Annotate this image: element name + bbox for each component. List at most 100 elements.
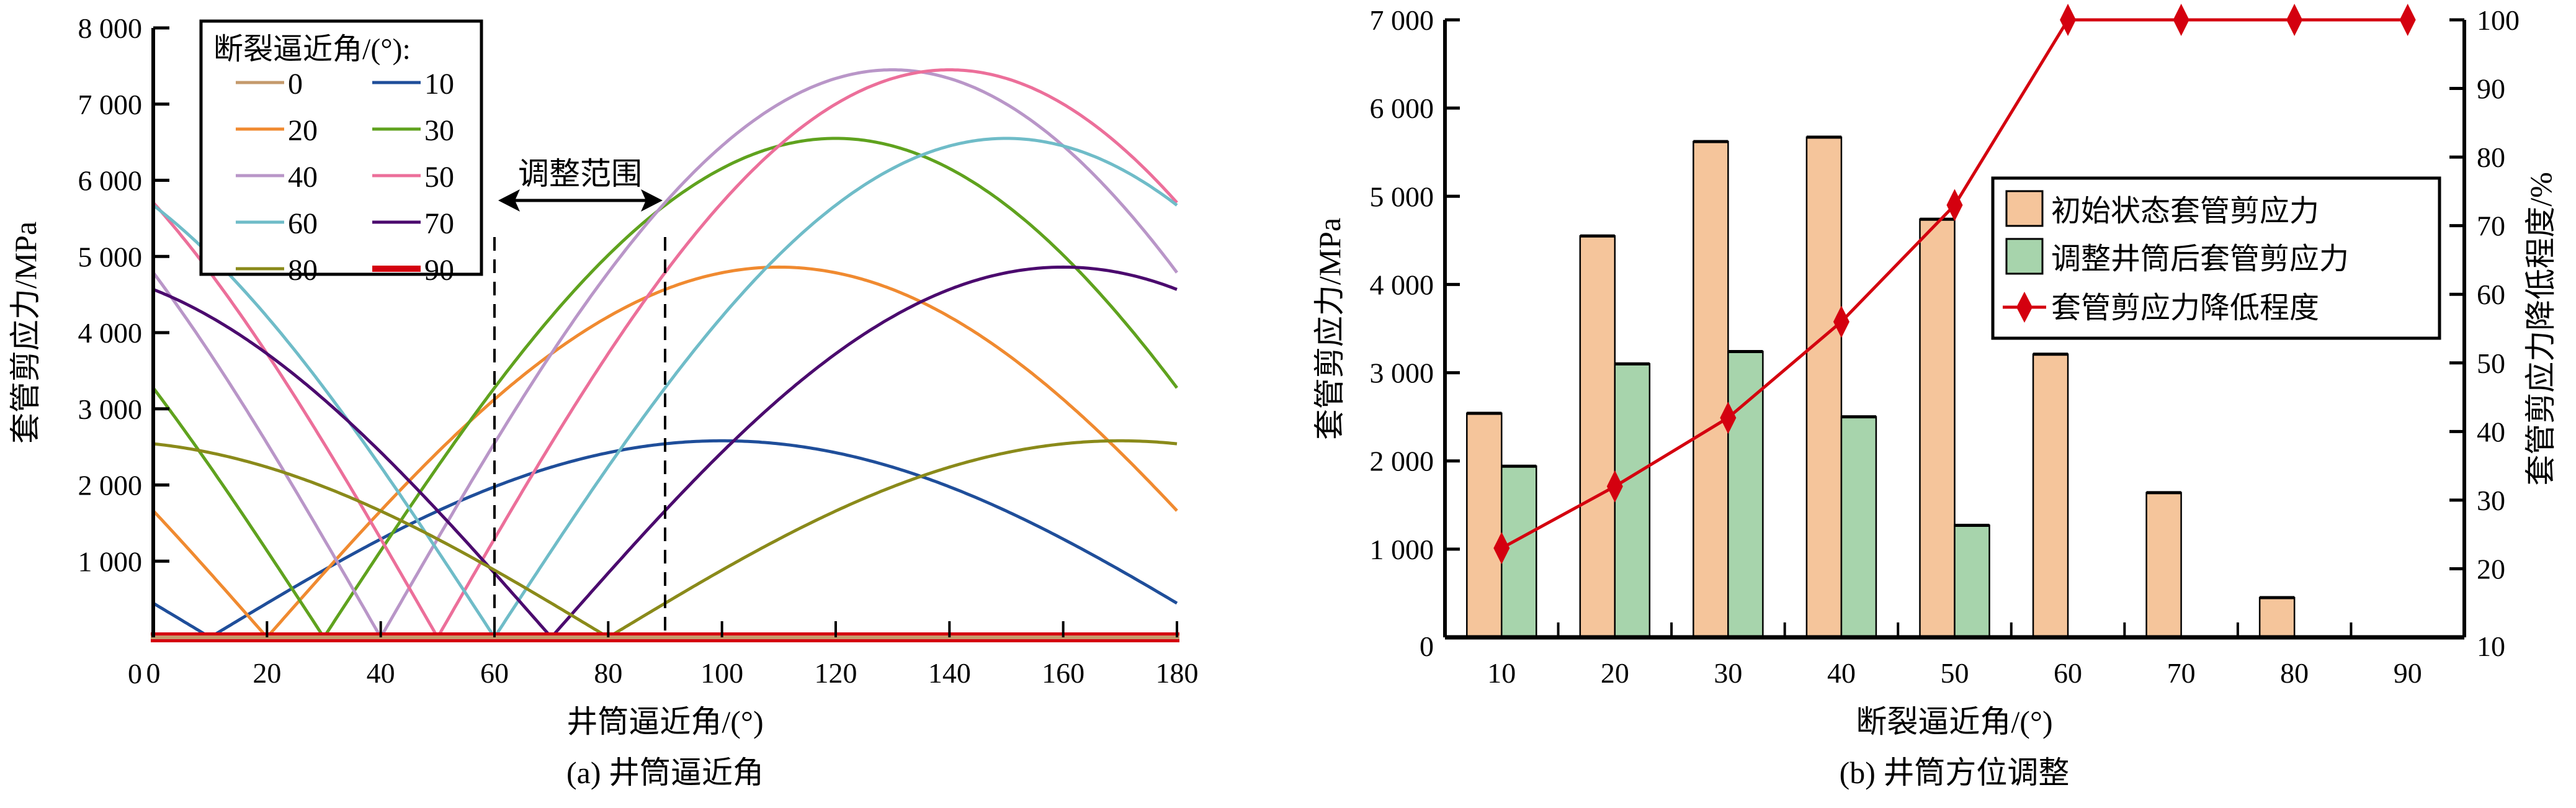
y-tick-label: 3 000 [1370, 357, 1434, 389]
chart-a-legend: 断裂逼近角/(°): 0 10 20 30 40 50 60 70 80 90 [199, 19, 483, 287]
legend-diamond-marker [2016, 292, 2033, 323]
y2-tick-label: 100 [2477, 4, 2520, 36]
adjust-range-label: 调整范围 [518, 156, 642, 191]
x-tick-label: 140 [928, 657, 971, 689]
y-tick-label: 5 000 [1370, 181, 1434, 212]
chart-b-legend: 初始状态套管剪应力 调整井筒后套管剪应力 套管剪应力降低程度 [1991, 176, 2441, 340]
chart-b-axes: 0 1 000 2 000 3 000 4 000 5 000 6 000 7 000 10 20… [1370, 4, 2520, 689]
y-tick-label: 7 000 [1370, 4, 1434, 36]
legend-box [1991, 176, 2441, 340]
bar-adjusted-50 [1954, 524, 1990, 639]
bar-initial-40 [1805, 136, 1843, 639]
y-tick-label: 6 000 [78, 165, 143, 197]
legend-swatch-initial [2005, 190, 2044, 227]
y-tick-label: 8 000 [78, 12, 143, 44]
reduction-marker-60 [2060, 4, 2077, 36]
y-tick-label: 3 000 [78, 393, 143, 425]
reduction-marker-50 [1946, 189, 1963, 222]
y-tick-label: 5 000 [78, 241, 143, 272]
y2-tick-label: 20 [2477, 553, 2505, 585]
x-tick-label: 20 [253, 657, 281, 689]
bar-adjusted-20 [1614, 363, 1651, 639]
reduction-marker-70 [2173, 4, 2189, 36]
y-tick-label: 4 000 [1370, 269, 1434, 300]
legend-label-0: 0 [288, 68, 303, 101]
chart-b-bars [1466, 135, 2296, 639]
chart-a-caption: (a) 井筒逼近角 [566, 755, 764, 790]
x-tick-label: 30 [1714, 657, 1742, 689]
chart-b-ylabel: 套管剪应力/MPa [1312, 218, 1347, 440]
reduction-marker-40 [1833, 305, 1849, 338]
chart-a: 1 000 2 000 3 000 4 000 5 000 6 000 7 000 8 000… [8, 12, 1199, 790]
x-tick-label: 80 [2280, 657, 2309, 689]
y2-tick-label: 40 [2477, 416, 2505, 447]
legend-label-70: 70 [424, 207, 454, 240]
y2-tick-label: 10 [2477, 631, 2505, 662]
reduction-marker-80 [2286, 4, 2303, 36]
x-tick-label: 160 [1042, 657, 1085, 689]
reduction-marker-90 [2399, 4, 2416, 36]
x-tick-label: 10 [1487, 657, 1516, 689]
arrow-right-head [641, 189, 663, 212]
adjust-range-annotation: 调整范围 [493, 156, 666, 637]
y-tick-label: 0 [128, 658, 142, 689]
chart-b: 0 1 000 2 000 3 000 4 000 5 000 6 000 7 000 10 20… [1312, 4, 2558, 790]
x-tick-label: 20 [1601, 657, 1629, 689]
y-tick-label: 4 000 [78, 317, 143, 349]
bar-initial-80 [2258, 596, 2296, 639]
y-tick-label: 2 000 [1370, 446, 1434, 477]
y-tick-label: 7 000 [78, 89, 143, 120]
x-tick-label: 180 [1156, 657, 1199, 689]
legend-label-30: 30 [424, 114, 454, 147]
x-tick-label: 70 [2167, 657, 2196, 689]
legend-label-80: 80 [288, 254, 318, 287]
reduction-marker-20 [1606, 470, 1623, 503]
x-tick-label: 40 [367, 657, 395, 689]
y-tick-label: 1 000 [1370, 534, 1434, 565]
x-tick-label: 60 [2054, 657, 2082, 689]
chart-b-line [1493, 4, 2416, 565]
legend-label-10: 10 [424, 68, 454, 101]
y-tick-label: 0 [1420, 631, 1434, 662]
legend-label-60: 60 [288, 207, 318, 240]
series-line-60 [152, 137, 1178, 640]
x-tick-label: 0 [146, 657, 161, 689]
y-tick-label: 1 000 [78, 545, 143, 577]
y2-tick-label: 90 [2477, 73, 2505, 105]
chart-b-caption: (b) 井筒方位调整 [1840, 755, 2070, 790]
arrow-left-head [498, 189, 520, 212]
chart-a-ylabel: 套管剪应力/MPa [8, 222, 43, 444]
bar-initial-50 [1919, 218, 1956, 639]
y2-tick-label: 30 [2477, 485, 2505, 516]
legend-title: 断裂逼近角/(°): [213, 33, 411, 66]
bar-initial-60 [2032, 353, 2069, 639]
reduction-marker-30 [1720, 402, 1737, 434]
y-tick-label: 6 000 [1370, 92, 1434, 124]
y2-tick-label: 60 [2477, 279, 2505, 310]
legend-label-initial: 初始状态套管剪应力 [2051, 195, 2319, 228]
bar-initial-30 [1693, 140, 1729, 639]
legend-label-reduction: 套管剪应力降低程度 [2051, 292, 2319, 325]
y2-tick-label: 70 [2477, 210, 2505, 242]
legend-label-20: 20 [288, 114, 318, 147]
x-tick-label: 120 [815, 657, 857, 689]
chart-a-axes: 1 000 2 000 3 000 4 000 5 000 6 000 7 000 8 000… [78, 12, 1199, 689]
legend-box [199, 19, 483, 276]
bar-initial-20 [1579, 235, 1616, 639]
x-tick-label: 50 [1941, 657, 1969, 689]
reduction-marker-10 [1493, 532, 1510, 565]
bar-initial-70 [2145, 492, 2182, 639]
legend-label-90: 90 [424, 254, 454, 287]
bar-adjusted-40 [1840, 416, 1877, 639]
y2-tick-label: 80 [2477, 141, 2505, 173]
chart-b-xlabel: 断裂逼近角/(°) [1856, 704, 2052, 739]
bar-initial-10 [1466, 412, 1503, 639]
y2-tick-label: 50 [2477, 348, 2505, 379]
x-tick-label: 100 [700, 657, 743, 689]
series-line-40 [152, 68, 1178, 641]
legend-swatch-adjusted [2005, 238, 2044, 275]
chart-a-xlabel: 井筒逼近角/(°) [566, 704, 763, 739]
chart-b-y2label: 套管剪应力降低程度/% [2523, 172, 2558, 486]
x-tick-label: 90 [2394, 657, 2422, 689]
